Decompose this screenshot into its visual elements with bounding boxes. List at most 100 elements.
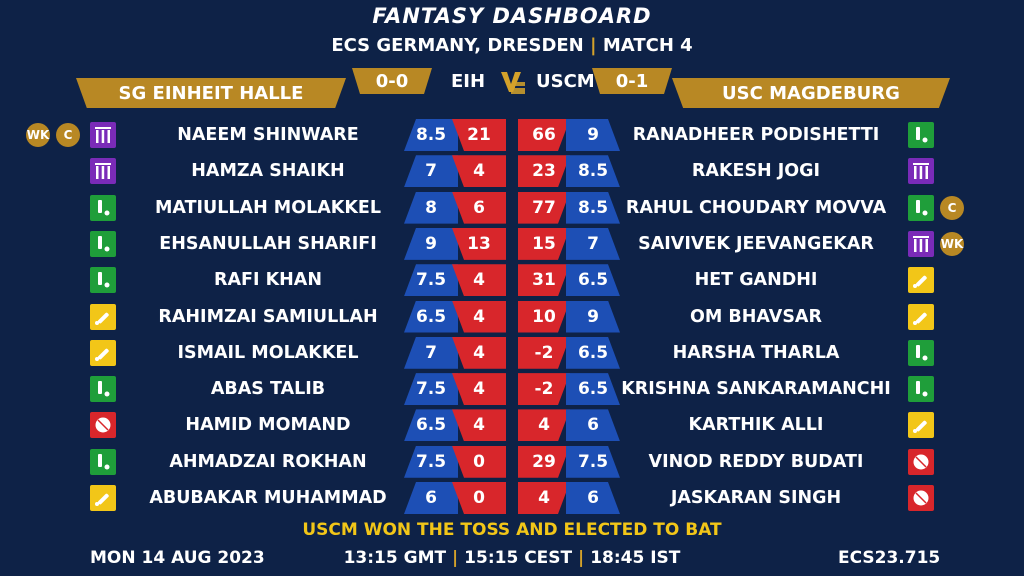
player-row: HAMID MOMAND 6.5 4 4 6 KARTHIK ALLI: [0, 407, 1024, 443]
credits-right: 9: [566, 301, 620, 333]
player-name-right: RAKESH JOGI: [691, 161, 821, 182]
team-left-score: 0-0: [352, 68, 432, 94]
player-row: ABAS TALIB 7.5 4 -2 6.5 KRISHNA SANKARAMANCHI: [0, 371, 1024, 407]
player-name-right: HARSHA THARLA: [672, 342, 840, 363]
credits-left: 7.5: [404, 445, 458, 478]
points-left: 4: [452, 409, 506, 442]
badge-wk: WK: [26, 123, 50, 147]
credits-left: 8: [404, 191, 458, 224]
credits-right: 6.5: [566, 337, 620, 369]
points-left: 21: [452, 119, 506, 151]
points-left: 0: [452, 482, 506, 514]
player-name-right: HET GANDHI: [694, 270, 818, 291]
player-name-right: VINOD REDDY BUDATI: [648, 451, 864, 472]
points-right: -2: [518, 373, 570, 405]
player-row: ABUBAKAR MUHAMMAD 6 0 4 6 JASKARAN SINGH: [0, 480, 1024, 516]
player-row: HAMZA SHAIKH 7 4 23 8.5 RAKESH JOGI: [0, 153, 1024, 189]
match-subtitle: ECS GERMANY, DRESDEN | MATCH 4: [0, 35, 1024, 56]
player-name-left: MATIULLAH MOLAKKEL: [154, 197, 382, 218]
bat-icon: [90, 339, 116, 366]
team-right-abbr: USCM: [536, 70, 595, 92]
subtitle-separator: |: [590, 35, 597, 56]
credits-right: 9: [566, 119, 620, 151]
time-separator: |: [578, 548, 585, 568]
player-name-left: RAHIMZAI SAMIULLAH: [158, 306, 378, 327]
player-name-right: JASKARAN SINGH: [670, 488, 842, 508]
player-row: RAFI KHAN 7.5 4 31 6.5 HET GANDHI: [0, 262, 1024, 298]
points-right: -2: [518, 337, 570, 369]
stumps-icon: [90, 158, 116, 185]
team-left-banner: SG EINHEIT HALLE: [76, 78, 346, 108]
all-rounder-icon: [908, 194, 934, 221]
stumps-icon: [908, 158, 934, 185]
player-name-left: RAFI KHAN: [214, 270, 322, 291]
all-rounder-icon: [908, 376, 934, 403]
points-left: 4: [452, 264, 506, 297]
all-rounder-icon: [908, 122, 934, 148]
credits-right: 6: [566, 409, 620, 441]
stumps-icon: [90, 122, 116, 148]
points-right: 77: [518, 192, 570, 224]
credits-right: 8.5: [566, 192, 620, 224]
all-rounder-icon: [90, 230, 116, 257]
team-left-abbr: EIH: [451, 70, 486, 92]
badge-c: C: [940, 195, 964, 220]
team-right-score: 0-1: [592, 68, 672, 94]
credits-right: 6.5: [566, 264, 620, 296]
all-rounder-icon: [908, 339, 934, 366]
time-gmt: 13:15 GMT: [343, 548, 447, 568]
credits-left: 7.5: [404, 264, 458, 297]
credits-right: 6.5: [566, 373, 620, 405]
credits-left: 8.5: [404, 119, 458, 151]
player-name-right: SAIVIVEK JEEVANGEKAR: [638, 233, 874, 254]
time-separator: |: [452, 548, 459, 568]
dashboard-title: FANTASY DASHBOARD: [372, 4, 652, 28]
credits-right: 6: [566, 482, 620, 514]
credits-left: 6.5: [404, 300, 458, 333]
points-right: 10: [518, 301, 570, 333]
points-left: 4: [452, 300, 506, 333]
all-rounder-icon: [90, 376, 116, 403]
points-left: 13: [452, 227, 506, 260]
points-left: 6: [452, 191, 506, 224]
points-right: 15: [518, 228, 570, 260]
player-name-right: RANADHEER PODISHETTI: [632, 125, 880, 145]
points-left: 0: [452, 445, 506, 478]
player-name-left: ABUBAKAR MUHAMMAD: [149, 488, 387, 508]
credits-left: 9: [404, 227, 458, 260]
all-rounder-icon: [90, 448, 116, 475]
bat-icon: [90, 303, 116, 330]
player-row: WK C NAEEM SHINWARE 8.5 21 66 9 RANADHEER PODIS…: [0, 117, 1024, 153]
bat-icon: [908, 412, 934, 439]
player-name-left: HAMID MOMAND: [185, 415, 351, 436]
player-name-left: NAEEM SHINWARE: [177, 125, 359, 145]
team-right-banner: USC MAGDEBURG: [672, 78, 950, 108]
stumps-icon: [908, 230, 934, 257]
match-times: 13:15 GMT | 15:15 CEST | 18:45 IST: [0, 548, 1024, 568]
player-row: ISMAIL MOLAKKEL 7 4 -2 6.5 HARSHA THARLA: [0, 335, 1024, 371]
player-row: WK EHSANULLAH SHARIFI 9 13 15 7 SAIVIVEK JEEVA…: [0, 226, 1024, 262]
vs-logo-icon: [501, 72, 525, 94]
player-name-left: ABAS TALIB: [210, 379, 326, 400]
time-cest: 15:15 CEST: [464, 548, 573, 568]
bat-icon: [908, 303, 934, 330]
bat-icon: [908, 267, 934, 294]
credits-right: 7.5: [566, 446, 620, 478]
ball-icon: [90, 412, 116, 439]
player-row: AHMADZAI ROKHAN 7.5 0 29 7.5 VINOD REDDY BUDA…: [0, 444, 1024, 480]
badge-wk: WK: [940, 231, 964, 256]
all-rounder-icon: [90, 194, 116, 221]
match-number: MATCH 4: [602, 35, 693, 56]
bat-icon: [90, 485, 116, 511]
credits-right: 8.5: [566, 155, 620, 187]
credits-left: 6: [404, 482, 458, 514]
credits-left: 7: [404, 336, 458, 369]
player-name-right: OM BHAVSAR: [690, 306, 822, 327]
credits-right: 7: [566, 228, 620, 260]
time-ist: 18:45 IST: [590, 548, 681, 568]
player-name-left: AHMADZAI ROKHAN: [169, 451, 367, 472]
player-name-right: KARTHIK ALLI: [688, 415, 824, 436]
player-name-right: KRISHNA SANKARAMANCHI: [621, 379, 891, 400]
match-date: MON 14 AUG 2023: [90, 548, 265, 568]
points-right: 66: [518, 119, 570, 151]
